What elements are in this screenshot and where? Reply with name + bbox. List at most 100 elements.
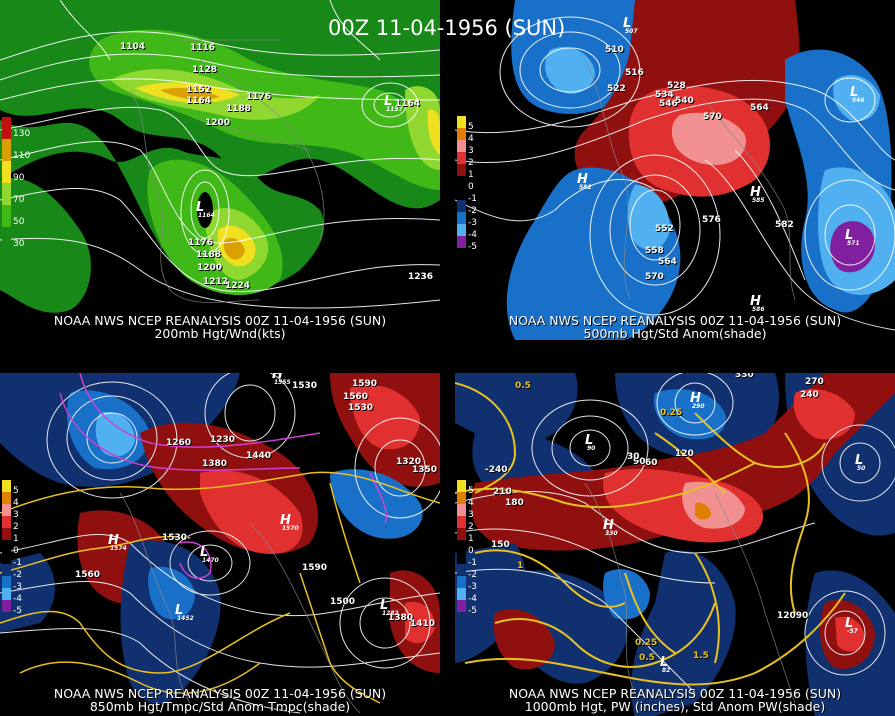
center-value: -57 <box>847 628 858 635</box>
contour-label: 270 <box>805 377 824 387</box>
contour-label: 1176 <box>246 92 272 102</box>
contour-label: 1380 <box>388 613 414 623</box>
legend-label: -5 <box>468 606 477 616</box>
legend-swatch <box>457 576 466 588</box>
pw-contour-label: 0.5 <box>639 653 655 663</box>
legend-label: 90 <box>13 173 25 183</box>
legend-label: 0 <box>468 546 474 556</box>
legend-swatch <box>2 588 11 600</box>
contour-label: 1224 <box>225 281 251 291</box>
high-center-marker: H 290 <box>690 391 705 410</box>
contour-label: 1530 <box>292 381 318 391</box>
contour-label: 1260 <box>166 438 192 448</box>
legend-swatch <box>2 205 11 227</box>
map-850mb <box>0 373 440 716</box>
contour-label: 1530 <box>162 533 188 543</box>
contour-label: -240 <box>485 465 508 475</box>
contour-label: 1200 <box>197 263 223 273</box>
low-center-marker: L 1157 <box>384 94 403 113</box>
contour-label: 1230 <box>210 435 236 445</box>
low-center-marker: L 507 <box>623 16 638 35</box>
legend-swatch <box>457 588 466 600</box>
legend-label: 2 <box>13 522 19 532</box>
contour-label: 510 <box>605 45 624 55</box>
contour-label: 576 <box>702 215 721 225</box>
contour-label: 1350 <box>412 465 438 475</box>
legend-label: 2 <box>468 158 474 168</box>
legend-swatch <box>457 236 466 248</box>
legend-label: 50 <box>13 217 25 227</box>
center-value: 582 <box>579 184 592 191</box>
legend-swatch <box>457 200 466 212</box>
legend-label: -1 <box>468 558 477 568</box>
legend-swatch <box>457 176 466 188</box>
legend-label: 1 <box>468 534 474 544</box>
legend-swatch <box>2 600 11 612</box>
contour-label: 534 <box>655 90 674 100</box>
center-value: 1570 <box>282 525 299 532</box>
contour-label: 1590 <box>302 563 328 573</box>
legend-label: 5 <box>13 486 19 496</box>
center-value: 1470 <box>202 557 219 564</box>
legend-swatch <box>2 183 11 205</box>
legend-label: 3 <box>13 510 19 520</box>
legend-swatch <box>2 540 11 552</box>
legend-swatch <box>2 480 11 492</box>
high-center-marker: H 586 <box>750 294 765 313</box>
legend-label: 4 <box>468 498 474 508</box>
legend-label: -1 <box>468 194 477 204</box>
legend-label: 4 <box>468 134 474 144</box>
legend-swatch <box>457 188 466 200</box>
low-center-marker: L 82 <box>660 655 671 674</box>
center-value: 290 <box>692 403 705 410</box>
contour-label: 582 <box>775 220 794 230</box>
contour-label: 1410 <box>410 619 436 629</box>
panel-1000mb-pw: 5 4 3 2 1 0 -1 -2 -3 -4 -5 330 270 240 2… <box>455 373 895 716</box>
legend-swatch <box>457 116 466 128</box>
legend-swatch <box>2 516 11 528</box>
legend-swatch <box>457 564 466 576</box>
panel-caption-field: 850mb Hgt/Tmpc/Std Anom Tmpc(shade) <box>89 699 351 714</box>
legend-label: 1 <box>468 170 474 180</box>
panel-850mb: 5 4 3 2 1 0 -1 -2 -3 -4 -5 1530 1590 156… <box>0 373 440 716</box>
pw-contour-label: 0.25 <box>635 638 658 648</box>
legend-label: -5 <box>13 606 22 616</box>
legend-label: 0 <box>468 182 474 192</box>
center-value: 82 <box>662 667 671 674</box>
pw-contour-label: 0.25 <box>660 408 683 418</box>
contour-label: 558 <box>645 246 664 256</box>
page-title: 00Z 11-04-1956 (SUN) <box>328 16 566 40</box>
high-center-marker: H 330 <box>603 518 618 537</box>
contour-label: 522 <box>607 84 626 94</box>
contour-label: 30 <box>627 452 640 462</box>
legend-label: -2 <box>13 570 22 580</box>
center-value: 586 <box>752 306 765 313</box>
center-value: 1164 <box>198 212 215 219</box>
legend-std-anomaly-pw: 5 4 3 2 1 0 -1 -2 -3 -4 -5 <box>455 480 485 616</box>
legend-label: -4 <box>468 230 477 240</box>
contour-label: 540 <box>675 96 694 106</box>
contour-label: 1188 <box>226 104 252 114</box>
contour-label: 1530 <box>348 403 374 413</box>
contour-label: 1164 <box>186 96 212 106</box>
center-value: 330 <box>605 530 618 537</box>
legend-label: -3 <box>468 582 477 592</box>
contour-label: 570 <box>645 272 664 282</box>
contour-label: 1188 <box>196 250 222 260</box>
contour-label: 1164 <box>395 99 421 109</box>
panel-caption-source: NOAA NWS NCEP REANALYSIS 00Z 11-04-1956 … <box>508 313 842 328</box>
contour-label: 564 <box>750 103 769 113</box>
legend-swatch <box>457 552 466 564</box>
high-center-marker: H 1555 <box>272 373 291 386</box>
legend-swatch <box>457 140 466 152</box>
legend-swatch <box>457 528 466 540</box>
contour-label: 1500 <box>330 597 356 607</box>
legend-label: -1 <box>13 558 22 568</box>
panel-caption-source: NOAA NWS NCEP REANALYSIS 00Z 11-04-1956 … <box>508 686 842 701</box>
map-1000mb-pw <box>455 373 895 716</box>
contour-label: 150 <box>491 540 510 550</box>
legend-label: 5 <box>468 122 474 132</box>
pw-contour-label: 1.5 <box>693 651 709 661</box>
panel-200mb: 130 110 90 70 50 30 1104 1116 1128 1152 … <box>0 0 440 340</box>
legend-label: 1 <box>13 534 19 544</box>
